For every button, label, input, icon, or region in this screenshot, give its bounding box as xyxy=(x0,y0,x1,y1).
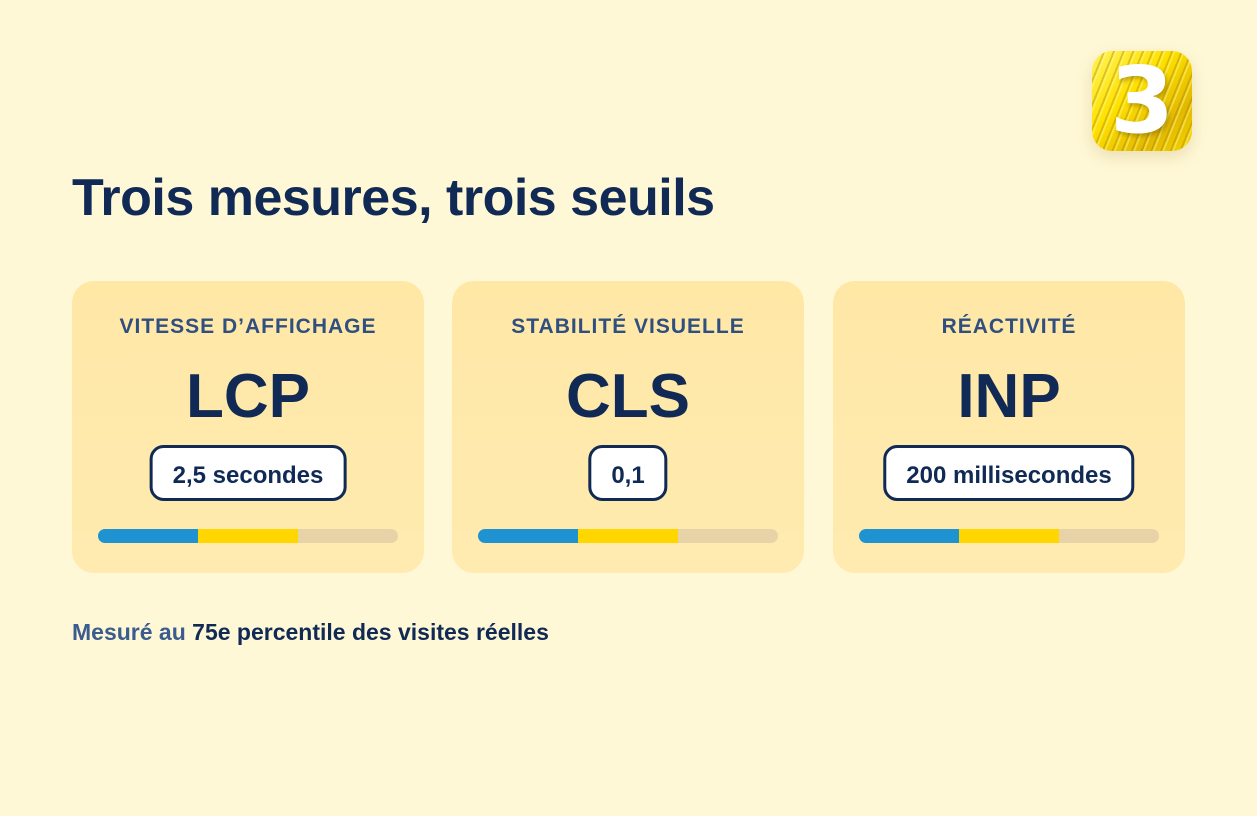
bar-segment-needs-improvement xyxy=(578,529,678,543)
bar-segment-needs-improvement xyxy=(959,529,1059,543)
metric-card-lcp: VITESSE D’AFFICHAGE LCP 2,5 secondes xyxy=(72,281,424,573)
bar-segment-good xyxy=(859,529,959,543)
metric-card-cls: STABILITÉ VISUELLE CLS 0,1 xyxy=(452,281,804,573)
bar-segment-needs-improvement xyxy=(198,529,298,543)
metric-cards: VITESSE D’AFFICHAGE LCP 2,5 secondes STA… xyxy=(72,281,1185,573)
metric-acronym: LCP xyxy=(186,362,310,431)
bar-segment-poor xyxy=(678,529,778,543)
footnote: Mesuré au 75e percentile des visites rée… xyxy=(72,618,549,646)
metric-category: STABILITÉ VISUELLE xyxy=(511,315,745,338)
page-title: Trois mesures, trois seuils xyxy=(72,169,715,227)
metric-card-inp: RÉACTIVITÉ INP 200 millisecondes xyxy=(833,281,1185,573)
bar-segment-good xyxy=(478,529,578,543)
metric-category: RÉACTIVITÉ xyxy=(941,315,1077,338)
metric-threshold-badge: 0,1 xyxy=(588,445,668,501)
bar-segment-poor xyxy=(1059,529,1159,543)
metric-acronym: CLS xyxy=(566,362,690,431)
logo-digit: 3 xyxy=(1109,51,1174,151)
metric-category: VITESSE D’AFFICHAGE xyxy=(119,315,377,338)
footnote-emphasis: 75e percentile des visites réelles xyxy=(192,619,549,645)
bar-segment-poor xyxy=(298,529,398,543)
metric-threshold-badge: 200 millisecondes xyxy=(883,445,1135,501)
footnote-lead: Mesuré au xyxy=(72,619,186,645)
brand-logo: 3 xyxy=(1092,51,1192,151)
threshold-scale-bar xyxy=(478,529,778,543)
bar-segment-good xyxy=(98,529,198,543)
threshold-scale-bar xyxy=(98,529,398,543)
metric-threshold-badge: 2,5 secondes xyxy=(149,445,347,501)
threshold-scale-bar xyxy=(859,529,1159,543)
metric-acronym: INP xyxy=(957,362,1061,431)
